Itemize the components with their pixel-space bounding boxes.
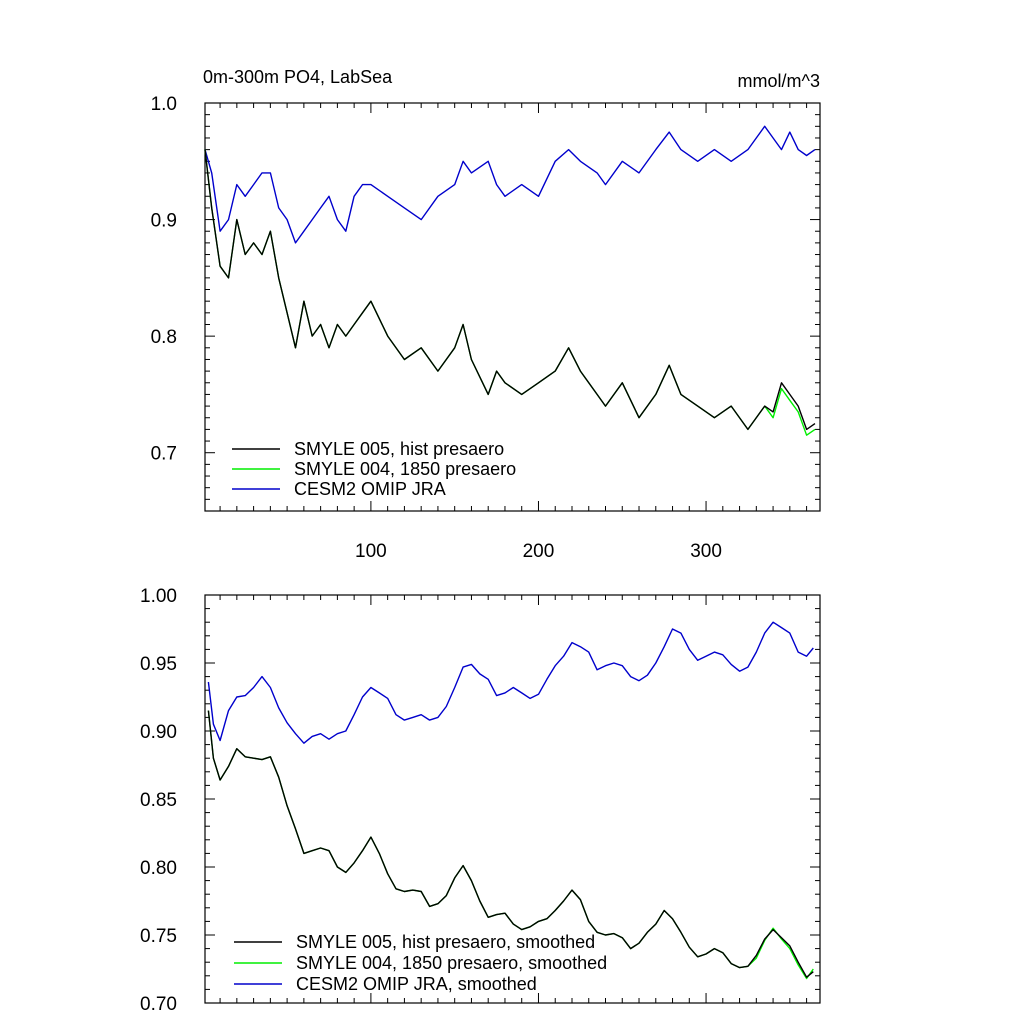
y-tick-label: 1.0 bbox=[151, 94, 177, 115]
y-tick-label: 0.70 bbox=[140, 994, 177, 1015]
y-tick-label: 0.75 bbox=[140, 926, 177, 947]
y-tick-label: 0.85 bbox=[140, 790, 177, 811]
legend-label-smyle005: SMYLE 005, hist presaero bbox=[294, 439, 504, 459]
legend-label-smyle005: SMYLE 005, hist presaero, smoothed bbox=[296, 932, 595, 952]
y-tick-label: 0.90 bbox=[140, 722, 177, 743]
series-line-smyle005 bbox=[204, 149, 816, 431]
legend-label-omip: CESM2 OMIP JRA, smoothed bbox=[296, 974, 537, 994]
legend-label-omip: CESM2 OMIP JRA bbox=[294, 479, 446, 499]
bottom-panel: 0.70 0.75 0.80 0.85 0.90 0.95 1.00 SMYLE 005, … bbox=[140, 586, 821, 1015]
legend-label-smyle004: SMYLE 004, 1850 presaero bbox=[294, 459, 516, 479]
series-line-omip bbox=[204, 125, 816, 244]
y-tick-label: 0.8 bbox=[151, 327, 177, 348]
top-panel: 0m-300m PO4, LabSea mmol/m^3 0.7 0.8 0.9 1.… bbox=[151, 67, 821, 562]
top-tick-labels: 0.7 0.8 0.9 1.0 100 200 300 bbox=[151, 94, 722, 562]
bottom-legend: SMYLE 005, hist presaero, smoothedSMYLE … bbox=[234, 932, 607, 994]
y-tick-label: 0.80 bbox=[140, 858, 177, 879]
series-line-omip bbox=[207, 621, 814, 744]
bottom-axis-ticks bbox=[205, 594, 820, 1004]
y-tick-label: 0.7 bbox=[151, 444, 177, 465]
top-panel-units: mmol/m^3 bbox=[738, 71, 820, 91]
x-tick-label: 100 bbox=[355, 541, 387, 562]
top-axis-ticks bbox=[205, 102, 820, 512]
x-tick-label: 300 bbox=[690, 541, 722, 562]
series-line-smyle005 bbox=[207, 710, 814, 978]
top-plot-frame bbox=[204, 102, 821, 512]
top-panel-title: 0m-300m PO4, LabSea bbox=[203, 67, 393, 87]
top-series-lines bbox=[204, 125, 816, 436]
legend-label-smyle004: SMYLE 004, 1850 presaero, smoothed bbox=[296, 953, 607, 973]
y-tick-label: 0.9 bbox=[151, 211, 177, 232]
bottom-tick-labels: 0.70 0.75 0.80 0.85 0.90 0.95 1.00 bbox=[140, 586, 177, 1015]
bottom-series-lines bbox=[207, 621, 814, 980]
y-tick-label: 0.95 bbox=[140, 654, 177, 675]
x-tick-label: 200 bbox=[523, 541, 555, 562]
y-tick-label: 1.00 bbox=[140, 586, 177, 607]
